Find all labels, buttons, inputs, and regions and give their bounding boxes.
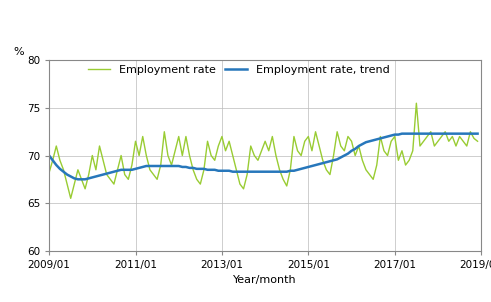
Employment rate, trend [467, 132, 473, 136]
Employment rate, trend [399, 132, 405, 136]
Employment rate, trend [165, 164, 171, 168]
Employment rate, trend [46, 154, 52, 157]
Line: Employment rate: Employment rate [49, 103, 478, 198]
Employment rate [388, 140, 394, 143]
Employment rate, trend [388, 134, 394, 137]
Employment rate [413, 101, 419, 105]
Line: Employment rate, trend: Employment rate, trend [49, 134, 478, 179]
Employment rate, trend [287, 169, 293, 172]
Employment rate [475, 140, 481, 143]
Legend: Employment rate, Employment rate, trend: Employment rate, Employment rate, trend [83, 60, 394, 79]
Employment rate, trend [75, 178, 81, 181]
Employment rate [287, 168, 293, 172]
Employment rate [165, 154, 171, 157]
Employment rate [68, 197, 74, 200]
X-axis label: Year/month: Year/month [233, 275, 297, 285]
Employment rate [345, 135, 351, 138]
Employment rate [46, 171, 52, 175]
Employment rate, trend [475, 132, 481, 136]
Employment rate [467, 130, 473, 133]
Employment rate, trend [345, 152, 351, 156]
Y-axis label: %: % [14, 47, 24, 56]
Employment rate, trend [140, 165, 146, 169]
Employment rate [140, 135, 146, 138]
